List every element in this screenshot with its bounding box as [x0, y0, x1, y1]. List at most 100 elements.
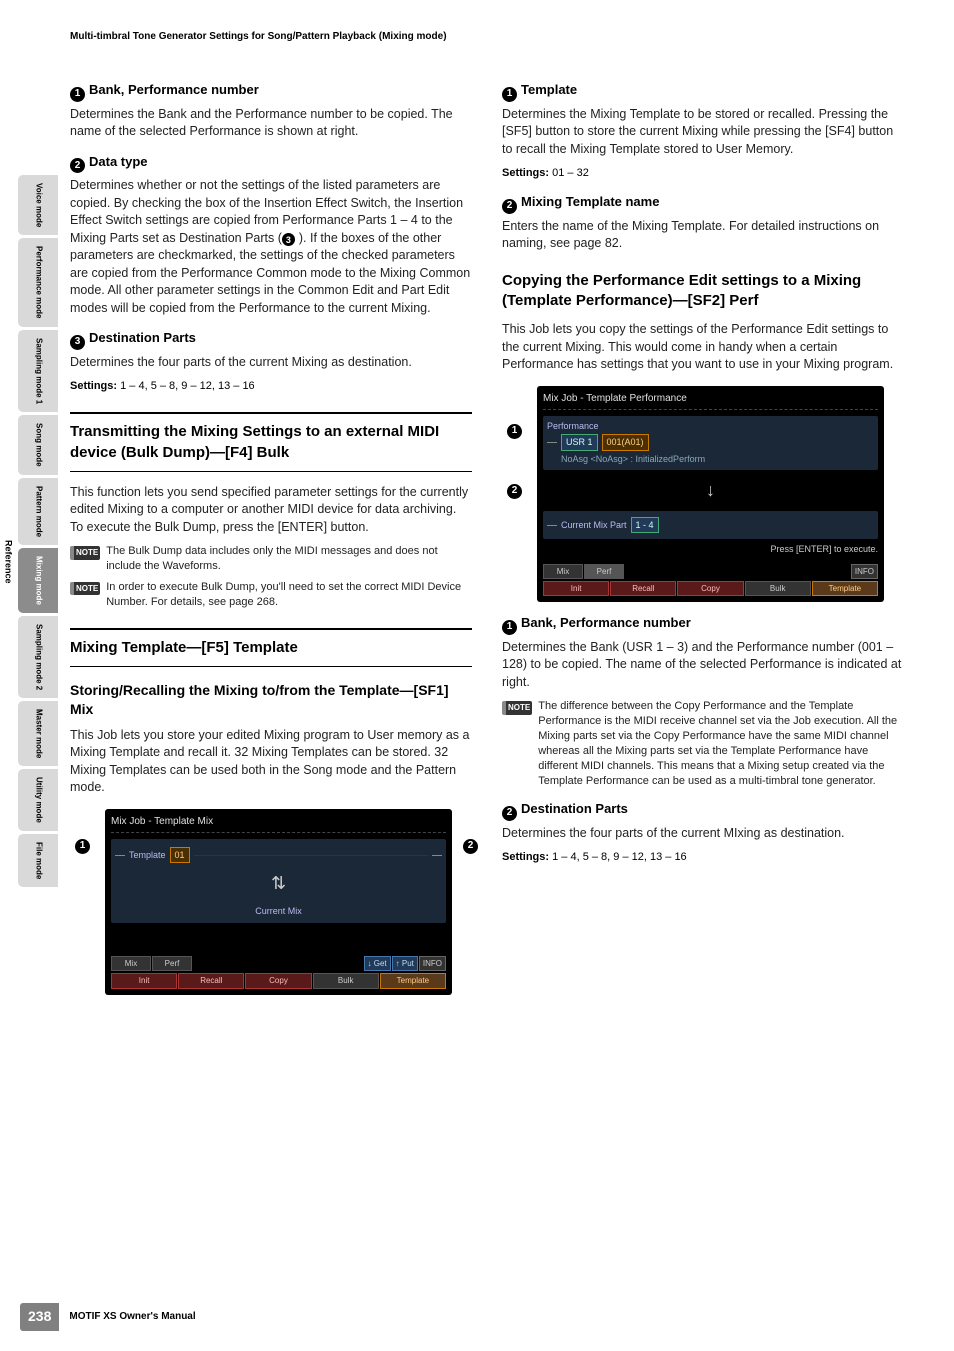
sidebar-tab-master[interactable]: Master mode	[18, 701, 58, 766]
screenshot-template-mix: Mix Job - Template Mix Template 01 ⇅ Cur…	[105, 809, 452, 995]
r-shot-tab-template: Template	[812, 581, 878, 596]
note-icon: NOTE	[70, 546, 100, 559]
r-item-template-body: Determines the Mixing Template to be sto…	[502, 106, 904, 159]
left-column: 1 Bank, Performance number Determines the…	[70, 69, 472, 1005]
r-shot-callout-1-icon: 1	[507, 424, 522, 439]
shot-title: Mix Job - Template Mix	[111, 815, 446, 833]
r-shot-sub: NoAsg <NoAsg> : InitializedPerform	[547, 453, 874, 466]
sidebar-tab-sampling2[interactable]: Sampling mode 2	[18, 616, 58, 698]
r-item-dest-title: Destination Parts	[521, 801, 628, 816]
shot-btn-info: INFO	[419, 956, 446, 971]
r-item-template-head: 1 Template	[502, 81, 904, 102]
screenshot-template-perf-wrap: 1 2 Mix Job - Template Performance Perfo…	[537, 386, 884, 603]
sidebar-tab-sampling1[interactable]: Sampling mode 1	[18, 330, 58, 412]
sidebar-tab-song[interactable]: Song mode	[18, 415, 58, 475]
page-number: 238	[20, 1303, 59, 1331]
right-column: 1 Template Determines the Mixing Template…	[502, 69, 904, 1005]
r-item-dest-settings: Settings: 1 – 4, 5 – 8, 9 – 12, 13 – 16	[502, 850, 904, 865]
shot-btn-put: ↑ Put	[392, 956, 418, 971]
r-dest-settings-value: 1 – 4, 5 – 8, 9 – 12, 13 – 16	[552, 851, 687, 863]
r-item-template-settings: Settings: 01 – 32	[502, 166, 904, 181]
r-section-copy-body: This Job lets you copy the settings of t…	[502, 321, 904, 374]
callout-1-icon: 1	[70, 87, 85, 102]
shot-tab-template: Template	[380, 973, 446, 988]
r-note-diff: NOTE The difference between the Copy Per…	[502, 699, 904, 788]
shot-callout-2-icon: 2	[463, 839, 478, 854]
r-shot-tab-mix: Mix	[543, 564, 583, 579]
r-note-diff-text: The difference between the Copy Performa…	[538, 699, 904, 788]
shot-tab-recall: Recall	[178, 973, 244, 988]
item-dest-body: Determines the four parts of the current…	[70, 354, 472, 372]
item-dest-head: 3 Destination Parts	[70, 329, 472, 350]
shot-callout-1-icon: 1	[75, 839, 90, 854]
sidebar-tab-mixing[interactable]: Mixing mode	[18, 548, 58, 613]
r-item-template-title: Template	[521, 82, 577, 97]
sidebar-tab-file[interactable]: File mode	[18, 834, 58, 887]
r-callout-bank-icon: 1	[502, 620, 517, 635]
note-icon: NOTE	[502, 701, 532, 714]
sidebar-reference-label: Reference	[2, 540, 15, 584]
r-item-bank-title: Bank, Performance number	[521, 615, 691, 630]
sub-storing-recalling: Storing/Recalling the Mixing to/from the…	[70, 681, 472, 719]
section-mixing-template: Mixing Template—[F5] Template	[70, 628, 472, 667]
r-callout-1-icon: 1	[502, 87, 517, 102]
item-datatype-body: Determines whether or not the settings o…	[70, 177, 472, 317]
r-item-name-title: Mixing Template name	[521, 194, 659, 209]
r-shot-cur-label: Current Mix Part	[561, 519, 627, 532]
sidebar-tab-voice[interactable]: Voice mode	[18, 175, 58, 235]
shot-tab-init: Init	[111, 973, 177, 988]
item-bank-perf-body: Determines the Bank and the Performance …	[70, 106, 472, 141]
r-template-settings-value: 01 – 32	[552, 167, 589, 179]
item-datatype-head: 2 Data type	[70, 153, 472, 174]
r-shot-callout-2-icon: 2	[507, 484, 522, 499]
r-shot-num: 001(A01)	[602, 434, 649, 451]
shot-tab-bulk: Bulk	[313, 973, 379, 988]
shot-btn-get: ↓ Get	[364, 956, 391, 971]
page-header: Multi-timbral Tone Generator Settings fo…	[70, 30, 904, 44]
shot-tab-mix: Mix	[111, 956, 151, 971]
r-shot-tab-copy: Copy	[677, 581, 743, 596]
note-bulk-1-text: The Bulk Dump data includes only the MID…	[106, 544, 472, 574]
r-callout-2-icon: 2	[502, 199, 517, 214]
dest-settings-value: 1 – 4, 5 – 8, 9 – 12, 13 – 16	[120, 380, 255, 392]
r-shot-tab-perf: Perf	[584, 564, 624, 579]
item-dest-settings: Settings: 1 – 4, 5 – 8, 9 – 12, 13 – 16	[70, 379, 472, 394]
page-footer: 238 MOTIF XS Owner's Manual	[20, 1303, 196, 1331]
r-shot-usr: USR 1	[561, 434, 598, 451]
r-shot-press-enter: Press [ENTER] to execute.	[543, 543, 878, 556]
r-callout-dest-icon: 2	[502, 806, 517, 821]
sidebar-tabs: Voice mode Performance mode Sampling mod…	[18, 175, 58, 887]
r-shot-cur-val: 1 - 4	[631, 517, 659, 534]
note-bulk-1: NOTE The Bulk Dump data includes only th…	[70, 544, 472, 574]
callout-2-icon: 2	[70, 158, 85, 173]
sub-storing-body: This Job lets you store your edited Mixi…	[70, 727, 472, 797]
shot-template-value: 01	[170, 847, 190, 864]
item-bank-perf-head: 1 Bank, Performance number	[70, 81, 472, 102]
callout-3-inline-icon: 3	[282, 233, 295, 246]
r-section-copy-perf: Copying the Performance Edit settings to…	[502, 271, 904, 312]
shot-tab-copy: Copy	[245, 973, 311, 988]
r-shot-tab-init: Init	[543, 581, 609, 596]
r-item-bank-body: Determines the Bank (USR 1 – 3) and the …	[502, 639, 904, 692]
r-shot-perf-label: Performance	[547, 420, 874, 433]
section-bulk-dump: Transmitting the Mixing Settings to an e…	[70, 412, 472, 472]
screenshot-template-mix-wrap: 1 2 Mix Job - Template Mix Template 01 ⇅	[105, 809, 452, 995]
r-shot-title: Mix Job - Template Performance	[543, 392, 878, 410]
item-dest-title: Destination Parts	[89, 330, 196, 345]
shot-tab-perf: Perf	[152, 956, 192, 971]
sidebar-tab-pattern[interactable]: Pattern mode	[18, 478, 58, 545]
down-arrow-icon: ↓	[543, 478, 878, 503]
shot-current-mix: Current Mix	[115, 905, 442, 918]
sidebar-tab-performance[interactable]: Performance mode	[18, 238, 58, 326]
note-bulk-2-text: In order to execute Bulk Dump, you'll ne…	[106, 580, 472, 610]
r-item-dest-body: Determines the four parts of the current…	[502, 825, 904, 843]
note-bulk-2: NOTE In order to execute Bulk Dump, you'…	[70, 580, 472, 610]
item-datatype-title: Data type	[89, 154, 148, 169]
r-shot-tab-bulk: Bulk	[745, 581, 811, 596]
callout-3-icon: 3	[70, 335, 85, 350]
sidebar-tab-utility[interactable]: Utility mode	[18, 769, 58, 831]
note-icon: NOTE	[70, 582, 100, 595]
item-bank-perf-title: Bank, Performance number	[89, 82, 259, 97]
section-bulk-body: This function lets you send specified pa…	[70, 484, 472, 537]
r-item-bank-head: 1 Bank, Performance number	[502, 614, 904, 635]
